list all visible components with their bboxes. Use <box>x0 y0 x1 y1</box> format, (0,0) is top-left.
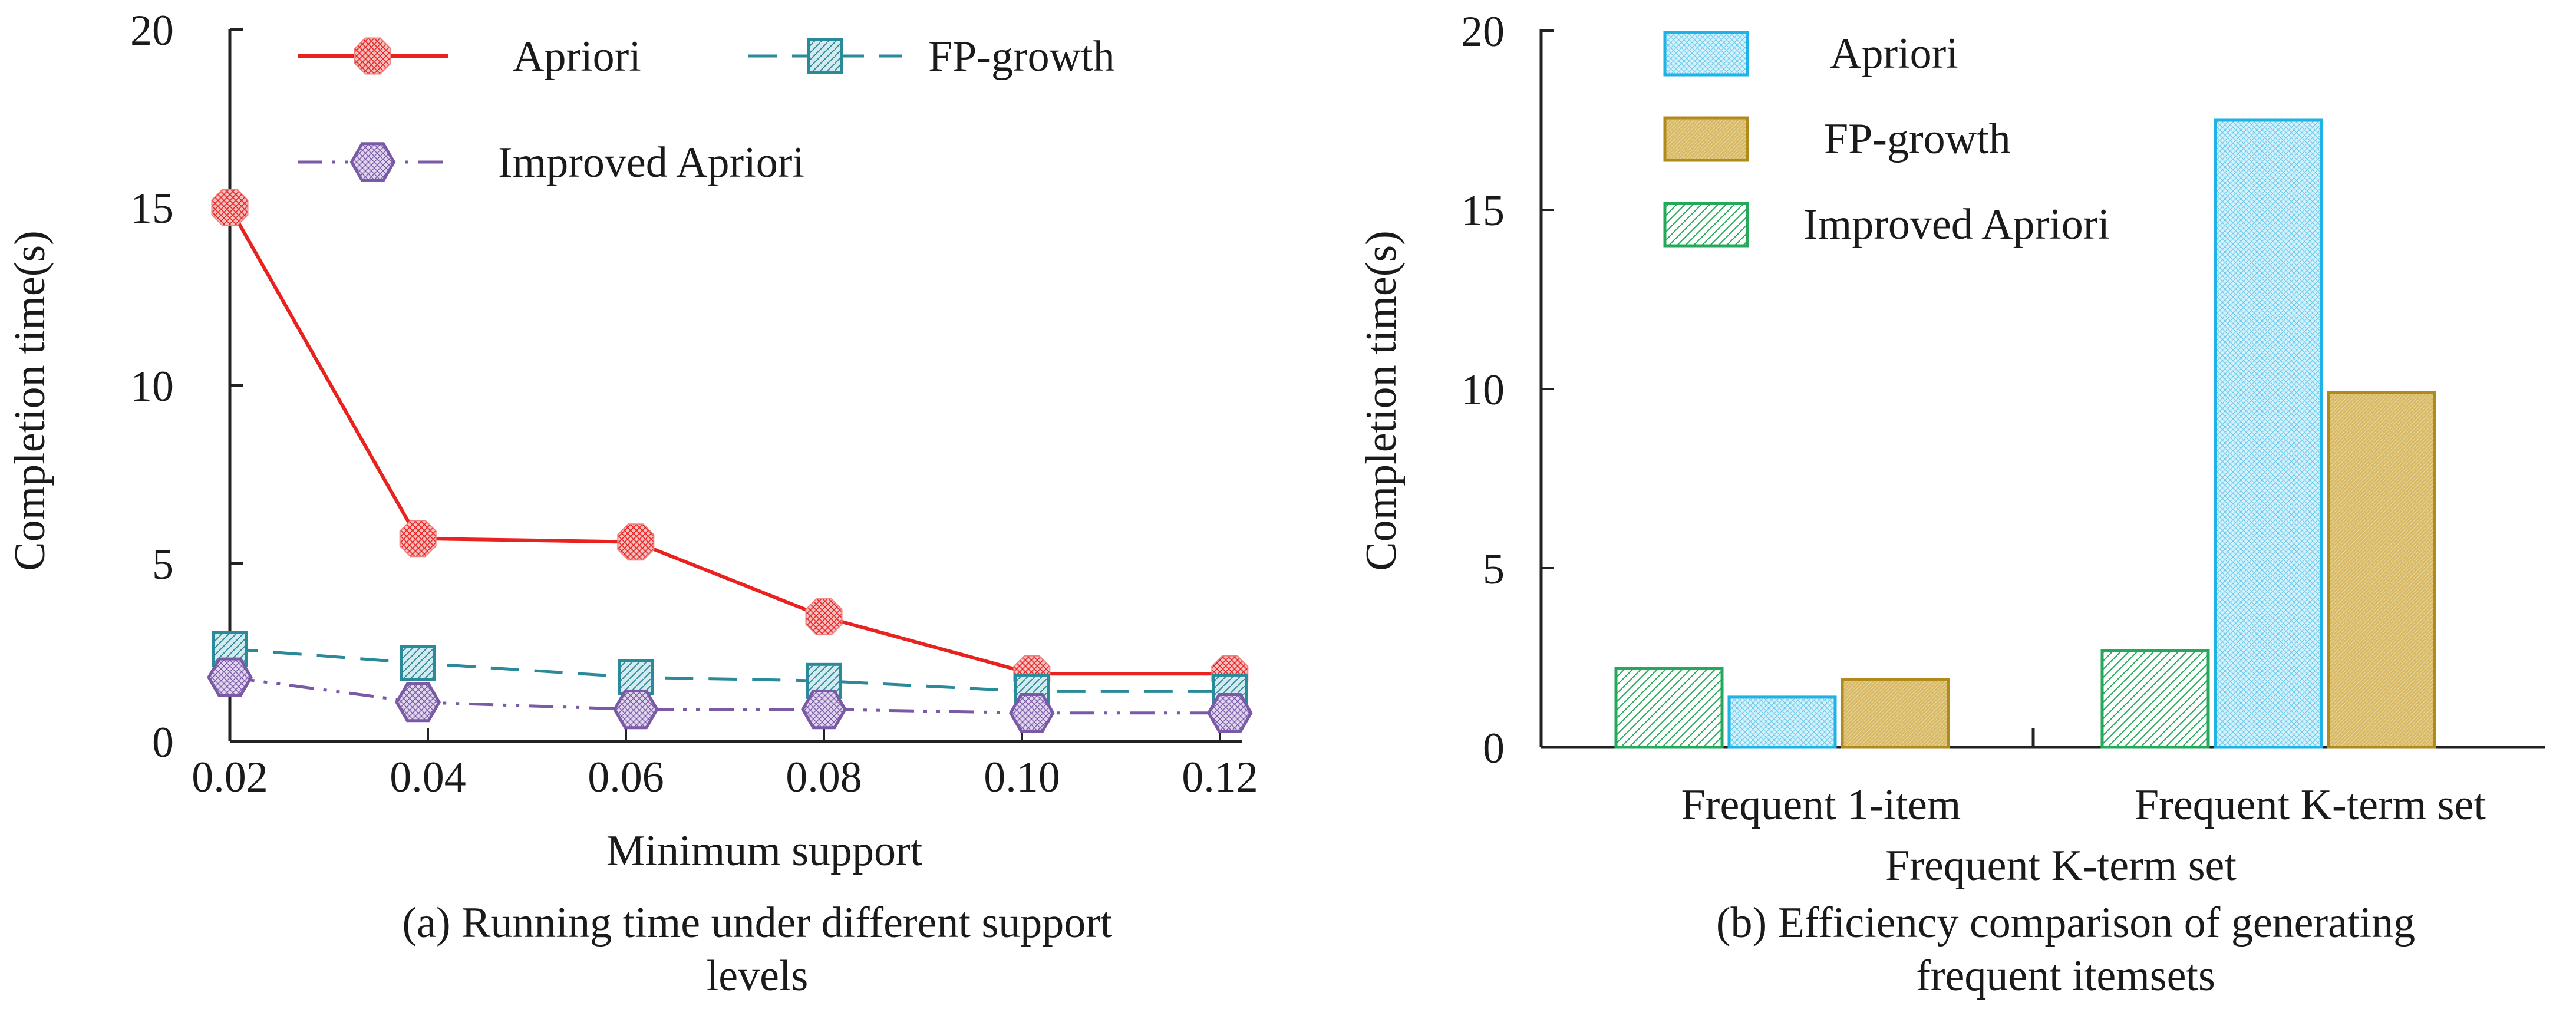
x-tick-label: 0.04 <box>390 753 466 802</box>
category-label: Frequent K-term set <box>2135 781 2486 829</box>
line-chart-panel: Completion time(s) 0 5 10 15 20 0.02 0.04 0.06… <box>6 6 1258 1000</box>
data-point <box>618 659 654 695</box>
legend-swatch <box>1663 116 1749 162</box>
legend-label: Apriori <box>1830 29 1958 78</box>
bar-improved-apriori <box>2100 649 2210 749</box>
data-point <box>400 645 436 681</box>
data-point <box>395 682 441 723</box>
y-tick-label: 5 <box>152 540 174 589</box>
legend-swatch <box>1663 202 1749 248</box>
bar-apriori <box>2214 118 2323 749</box>
legend-item: FP-growth <box>1663 115 2011 163</box>
x-ticks-a: 0.02 0.04 0.06 0.08 0.10 0.12 <box>192 728 1258 802</box>
category-labels-b: Frequent 1-item Frequent K-term set <box>1681 781 2486 829</box>
data-point <box>1008 693 1055 733</box>
x-tick-label: 0.08 <box>786 753 862 802</box>
data-point <box>207 657 253 697</box>
y-axis-title-a: Completion time(s) <box>6 230 54 571</box>
data-point <box>612 690 659 730</box>
x-tick-label: 0.02 <box>192 753 268 802</box>
data-point <box>399 520 437 558</box>
y-tick-label: 10 <box>130 362 174 411</box>
x-tick-label: 0.06 <box>588 753 664 802</box>
legend-swatch <box>1663 31 1749 77</box>
legend-label: FP-growth <box>928 32 1115 81</box>
category-label: Frequent 1-item <box>1681 781 1961 829</box>
bar-chart-panel: Completion time(s) 0 5 10 15 20 Frequent 1-i… <box>1357 8 2545 1000</box>
series-group-a <box>207 189 1253 733</box>
y-tick-label: 20 <box>130 6 174 55</box>
y-tick-label: 15 <box>130 184 174 233</box>
x-axis-label: Minimum support <box>606 827 923 875</box>
legend-item: Improved Apriori <box>298 138 804 187</box>
legend-label: Improved Apriori <box>498 138 804 187</box>
series-line <box>228 206 1230 676</box>
series-line <box>229 647 1230 693</box>
bar-fp-growth <box>2327 391 2436 749</box>
y-tick-label: 5 <box>1483 545 1505 593</box>
legend-a: Apriori FP-growth Improved Apriori <box>298 32 1115 187</box>
y-ticks-a: 0 5 10 15 20 <box>130 6 243 767</box>
caption-b: (b) Efficiency comparison of generating f… <box>1716 899 2415 1000</box>
series-improved-apriori <box>207 657 1253 733</box>
bars-group-b <box>1614 118 2436 749</box>
y-axis-title-b: Completion time(s) <box>1357 230 1406 571</box>
legend-label: FP-growth <box>1824 115 2011 163</box>
data-point <box>805 598 843 636</box>
legend-marker <box>349 142 396 182</box>
x-tick-label: 0.10 <box>984 753 1060 802</box>
legend-item: FP-growth <box>748 32 1115 81</box>
x-axis-label: Frequent K-term set <box>1885 842 2237 890</box>
caption-a: (a) Running time under different support… <box>403 899 1113 1000</box>
legend-item: Improved Apriori <box>1663 200 2110 249</box>
y-tick-label: 0 <box>152 718 174 767</box>
data-point <box>1206 693 1253 733</box>
y-tick-label: 15 <box>1461 187 1505 235</box>
y-axis-label: Completion time(s) <box>1357 230 1406 571</box>
bar-apriori <box>1727 695 1837 749</box>
y-axis-label: Completion time(s) <box>6 230 54 571</box>
data-point <box>211 189 249 226</box>
bar-fp-growth <box>1841 677 1950 749</box>
legend-item: Apriori <box>1663 29 1958 78</box>
legend-marker <box>807 38 843 74</box>
bar-improved-apriori <box>1614 667 1724 749</box>
legend-marker <box>354 37 391 75</box>
series-line <box>229 675 1230 715</box>
data-point <box>801 690 847 730</box>
data-point <box>617 523 655 561</box>
y-tick-label: 0 <box>1483 724 1505 773</box>
legend-label: Improved Apriori <box>1803 200 2110 249</box>
y-tick-label: 10 <box>1461 366 1505 414</box>
legend-b: Apriori FP-growth Improved Apriori <box>1663 29 2110 249</box>
y-tick-label: 20 <box>1461 8 1505 56</box>
legend-label: Apriori <box>513 32 641 81</box>
legend-item: Apriori <box>298 32 641 81</box>
x-tick-label: 0.12 <box>1182 753 1258 802</box>
series-apriori <box>211 189 1249 692</box>
y-ticks-b: 0 5 10 15 20 <box>1461 8 1554 773</box>
